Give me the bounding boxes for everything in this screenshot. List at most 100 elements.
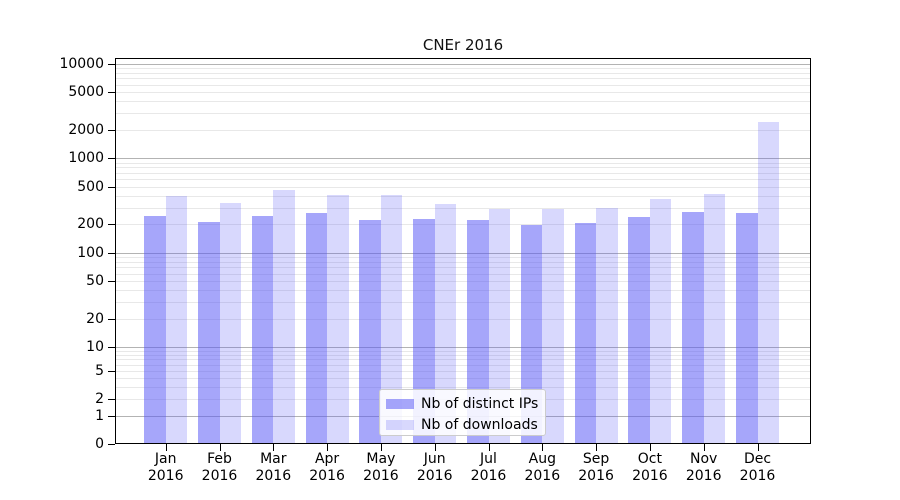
bar-ips-jul bbox=[467, 220, 489, 443]
gridline-8000 bbox=[116, 72, 810, 74]
gridline-900 bbox=[116, 162, 810, 164]
gridline-3000 bbox=[116, 113, 810, 115]
x-tick-label-jun: Jun 2016 bbox=[416, 451, 453, 484]
gridline-6000 bbox=[116, 84, 810, 86]
x-tick-mark-dec bbox=[757, 444, 759, 451]
bar-downloads-aug bbox=[542, 209, 564, 443]
gridline-7 bbox=[116, 359, 810, 361]
gridline-600 bbox=[116, 179, 810, 181]
bar-downloads-may bbox=[380, 195, 403, 443]
gridline-60 bbox=[116, 273, 810, 275]
gridline-90 bbox=[116, 257, 810, 258]
bar-ips-aug bbox=[520, 225, 543, 443]
gridline-1000 bbox=[116, 158, 810, 160]
bar-downloads-nov bbox=[703, 194, 726, 443]
y-tick-label-10: 10 bbox=[86, 339, 104, 356]
y-tick-mark-20 bbox=[108, 318, 115, 320]
bar-downloads-sep bbox=[596, 207, 618, 443]
x-tick-label-sep: Sep 2016 bbox=[578, 451, 614, 484]
gridline-50 bbox=[116, 281, 810, 283]
x-tick-mark-jan bbox=[165, 444, 167, 451]
legend-label-distinct-ips: Nb of distinct IPs bbox=[421, 396, 539, 412]
bar-ips-mar bbox=[251, 216, 274, 443]
bar-downloads-jun bbox=[434, 203, 457, 443]
gridline-8 bbox=[116, 354, 810, 356]
bar-downloads-feb bbox=[219, 202, 241, 443]
bar-ips-nov bbox=[682, 211, 704, 443]
y-tick-label-20: 20 bbox=[86, 310, 104, 327]
bar-downloads-dec bbox=[757, 122, 779, 443]
gridline-2000 bbox=[116, 129, 810, 131]
bar-ips-jun bbox=[413, 219, 435, 443]
y-tick-label-0: 0 bbox=[95, 436, 104, 453]
y-tick-label-50: 50 bbox=[86, 273, 104, 290]
bar-ips-may bbox=[359, 220, 381, 443]
gridline-9000 bbox=[116, 68, 810, 69]
y-tick-mark-50 bbox=[108, 281, 115, 283]
x-tick-mark-jun bbox=[434, 444, 436, 451]
y-tick-mark-5 bbox=[108, 371, 115, 372]
x-tick-label-aug: Aug 2016 bbox=[524, 451, 561, 484]
y-tick-mark-500 bbox=[108, 186, 115, 188]
gridline-80 bbox=[116, 261, 810, 263]
x-tick-label-jan: Jan 2016 bbox=[147, 451, 184, 484]
y-tick-mark-100 bbox=[108, 252, 115, 254]
legend-swatch-downloads bbox=[386, 420, 414, 430]
chart-title: CNEr 2016 bbox=[422, 36, 504, 54]
y-tick-label-200: 200 bbox=[77, 216, 104, 233]
x-tick-label-apr: Apr 2016 bbox=[309, 451, 345, 484]
bar-ips-jan bbox=[144, 216, 166, 443]
gridline-9 bbox=[116, 350, 810, 352]
gridline-40 bbox=[116, 290, 810, 292]
bar-ips-dec bbox=[736, 213, 758, 443]
gridline-100 bbox=[116, 252, 810, 254]
plot-area bbox=[115, 58, 811, 444]
x-tick-label-feb: Feb 2016 bbox=[201, 451, 238, 484]
y-tick-label-500: 500 bbox=[77, 178, 104, 195]
y-tick-label-100: 100 bbox=[77, 244, 104, 261]
y-tick-mark-1000 bbox=[108, 158, 115, 160]
gridline-500 bbox=[116, 186, 810, 188]
y-tick-mark-2 bbox=[108, 399, 115, 401]
gridline-3 bbox=[116, 386, 810, 388]
x-tick-label-mar: Mar 2016 bbox=[255, 451, 292, 484]
y-tick-label-5: 5 bbox=[95, 363, 104, 379]
legend-item-downloads: Nb of downloads bbox=[386, 416, 545, 434]
legend-item-distinct-ips: Nb of distinct IPs bbox=[386, 395, 545, 413]
gridline-4 bbox=[116, 377, 810, 379]
legend: Nb of distinct IPs Nb of downloads bbox=[379, 389, 546, 436]
x-tick-mark-nov bbox=[703, 444, 705, 451]
bar-ips-sep bbox=[574, 223, 597, 443]
gridline-800 bbox=[116, 167, 810, 169]
x-tick-mark-may bbox=[380, 444, 382, 451]
x-tick-mark-feb bbox=[219, 444, 221, 451]
y-tick-mark-5000 bbox=[108, 92, 115, 94]
y-tick-mark-0 bbox=[108, 444, 115, 446]
x-tick-label-dec: Dec 2016 bbox=[739, 451, 776, 484]
bar-ips-apr bbox=[305, 213, 328, 443]
bar-downloads-mar bbox=[273, 189, 295, 443]
gridline-30 bbox=[116, 302, 810, 304]
gridline-400 bbox=[116, 195, 810, 197]
y-tick-label-2: 2 bbox=[95, 391, 104, 408]
gridline-7000 bbox=[116, 78, 810, 80]
gridline-10 bbox=[116, 347, 810, 349]
y-tick-label-1000: 1000 bbox=[68, 150, 104, 167]
x-tick-mark-aug bbox=[542, 444, 544, 451]
gridline-4000 bbox=[116, 101, 810, 103]
gridline-6 bbox=[116, 364, 810, 366]
legend-label-downloads: Nb of downloads bbox=[421, 417, 538, 433]
x-tick-label-jul: Jul 2016 bbox=[470, 451, 507, 484]
y-tick-mark-200 bbox=[108, 224, 115, 226]
x-tick-mark-mar bbox=[273, 444, 275, 451]
gridline-5000 bbox=[116, 92, 810, 94]
y-tick-mark-10 bbox=[108, 347, 115, 349]
x-tick-label-oct: Oct 2016 bbox=[632, 451, 668, 484]
y-tick-mark-2000 bbox=[108, 129, 115, 131]
gridline-10000 bbox=[116, 63, 810, 65]
x-tick-mark-apr bbox=[327, 444, 329, 451]
bar-downloads-oct bbox=[649, 199, 672, 443]
x-tick-mark-oct bbox=[649, 444, 651, 451]
bar-ips-feb bbox=[198, 222, 220, 443]
